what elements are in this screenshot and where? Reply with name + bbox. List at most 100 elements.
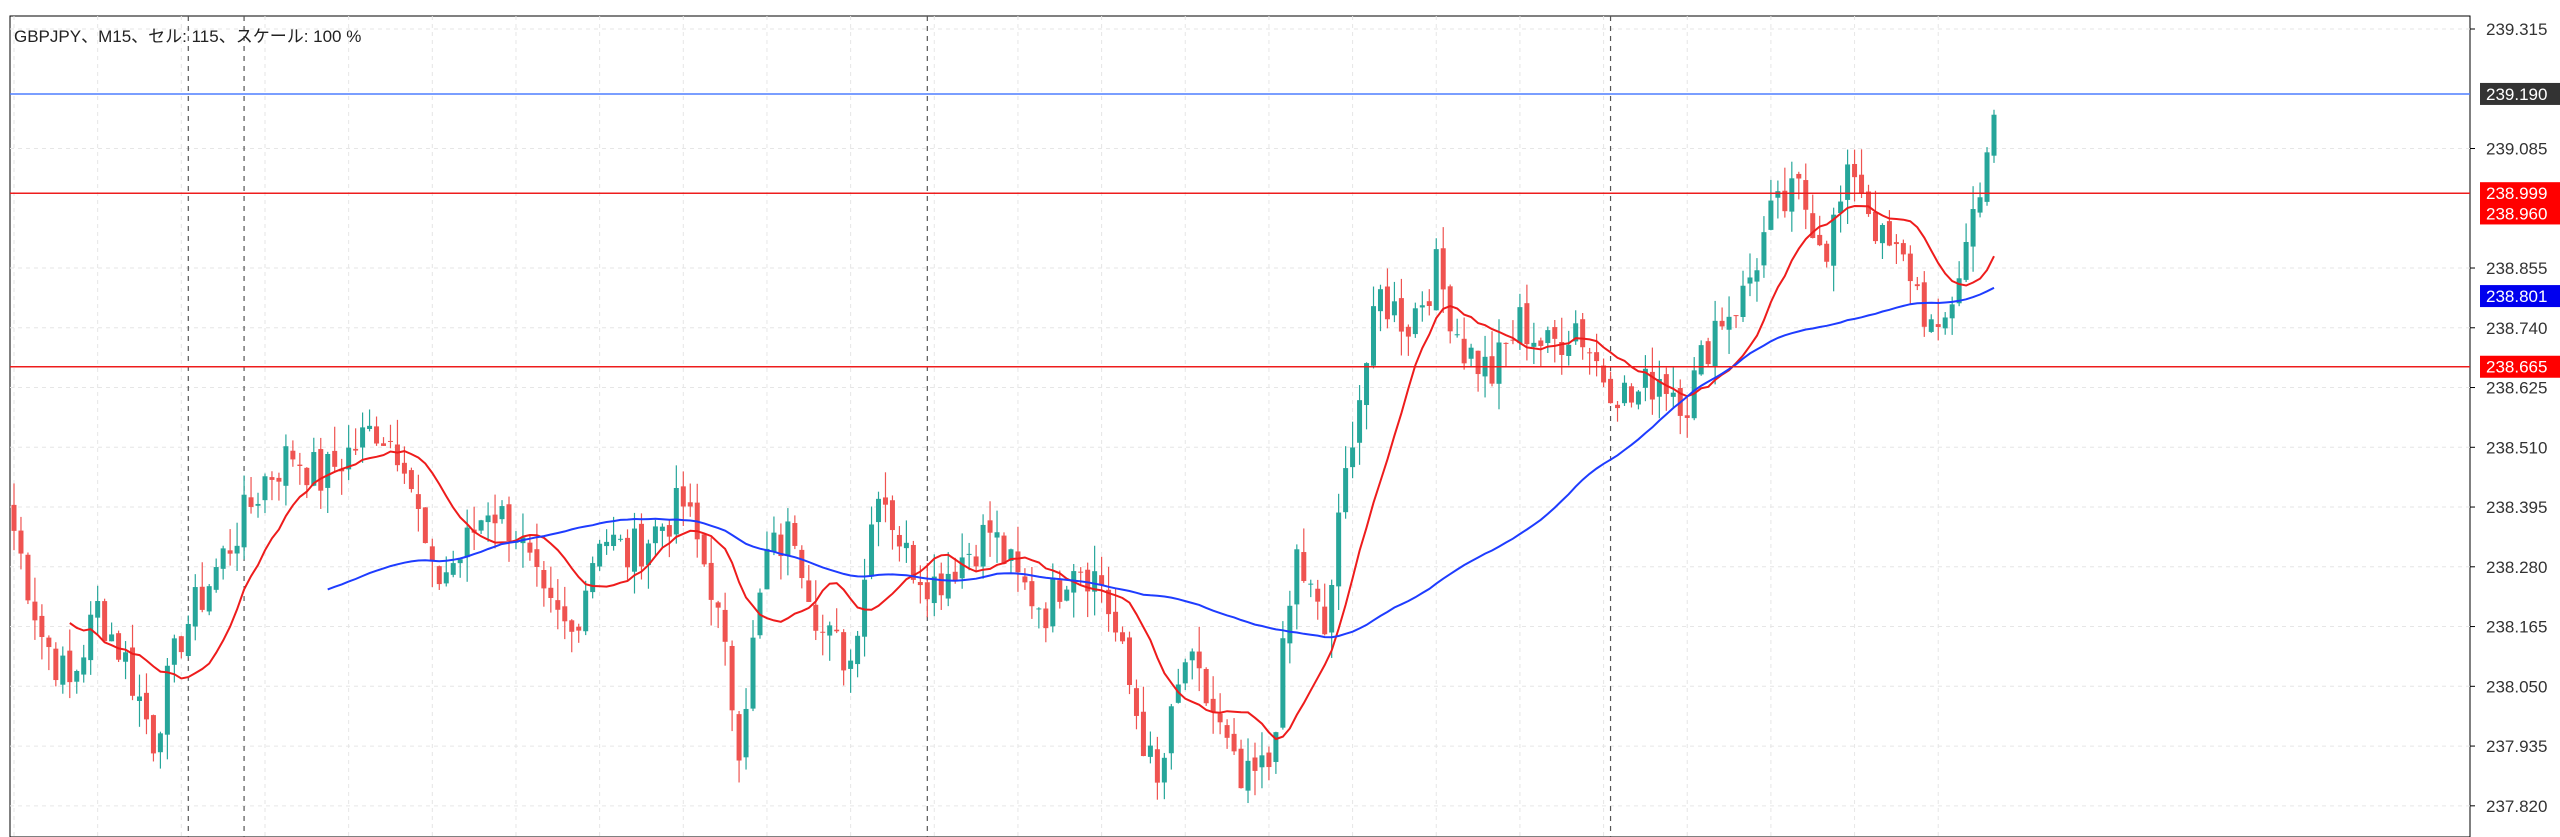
candle-body bbox=[652, 526, 658, 544]
candle-body bbox=[136, 696, 142, 701]
candle-body bbox=[1642, 368, 1648, 388]
candle-body bbox=[527, 542, 533, 553]
candle-body bbox=[1364, 363, 1370, 406]
candle-body bbox=[855, 635, 861, 665]
candle-body bbox=[206, 586, 212, 612]
candle-body bbox=[457, 559, 463, 564]
candle-body bbox=[1412, 308, 1418, 335]
candle-body bbox=[1893, 242, 1899, 245]
candle-body bbox=[959, 557, 965, 579]
candle-body bbox=[1440, 248, 1446, 290]
candle-body bbox=[534, 549, 540, 567]
candle-body bbox=[283, 446, 289, 486]
candle-body bbox=[39, 615, 45, 638]
candle-body bbox=[1984, 152, 1990, 202]
candle-body bbox=[95, 601, 101, 618]
candle-body bbox=[1252, 757, 1258, 771]
candle-body bbox=[611, 534, 617, 547]
price-badge-label: 238.665 bbox=[2486, 358, 2547, 377]
candle-body bbox=[1182, 662, 1188, 684]
candle-body bbox=[945, 573, 951, 599]
candle-body bbox=[450, 563, 456, 575]
candle-body bbox=[1580, 319, 1586, 348]
candle-body bbox=[1942, 317, 1948, 329]
candle-body bbox=[1768, 200, 1774, 230]
candle-body bbox=[1280, 638, 1286, 728]
candle-body bbox=[297, 464, 303, 466]
candle-body bbox=[1322, 606, 1328, 635]
candle-body bbox=[1259, 755, 1265, 768]
candle-body bbox=[1064, 589, 1070, 601]
candle-body bbox=[1872, 211, 1878, 242]
candle-body bbox=[1022, 576, 1028, 583]
candle-body bbox=[74, 670, 80, 682]
price-badge: 239.190 bbox=[2480, 82, 2560, 105]
candle-body bbox=[415, 494, 421, 509]
candle-body bbox=[1866, 191, 1872, 215]
candle-body bbox=[1621, 382, 1627, 404]
candle-body bbox=[576, 626, 582, 631]
candle-body bbox=[1050, 577, 1056, 627]
candle-body bbox=[1371, 306, 1377, 366]
candle-body bbox=[1615, 404, 1621, 409]
candle-body bbox=[1175, 684, 1181, 703]
candle-body bbox=[785, 521, 791, 556]
candle-body bbox=[1454, 334, 1460, 336]
price-badge-bg bbox=[2480, 202, 2560, 225]
candle-body bbox=[806, 580, 812, 602]
candle-body bbox=[422, 507, 428, 544]
chart-info-label: GBPJPY、M15、セル: 115、スケール: 100 % bbox=[14, 27, 362, 46]
candle-body bbox=[1817, 234, 1823, 246]
candle-body bbox=[178, 636, 184, 653]
candle-body bbox=[332, 450, 338, 467]
candle-body bbox=[1217, 713, 1223, 723]
candle-body bbox=[1726, 316, 1732, 330]
candle-body bbox=[53, 648, 59, 681]
axis-tick-label: 238.625 bbox=[2486, 379, 2547, 398]
candle-body bbox=[1161, 757, 1167, 783]
candle-body bbox=[1782, 190, 1788, 212]
candle-body bbox=[590, 563, 596, 593]
candle-body bbox=[1712, 320, 1718, 368]
candle-body bbox=[1301, 552, 1307, 581]
candle-body bbox=[18, 530, 24, 554]
candle-body bbox=[1203, 668, 1209, 704]
candle-body bbox=[820, 631, 826, 633]
candle-body bbox=[1733, 315, 1739, 317]
candle-body bbox=[666, 525, 672, 537]
candle-body bbox=[799, 549, 805, 579]
candle-body bbox=[1238, 748, 1244, 789]
candle-body bbox=[394, 444, 400, 466]
candle-body bbox=[973, 556, 979, 567]
candle-body bbox=[255, 503, 261, 506]
candle-body bbox=[1384, 286, 1390, 320]
candle-body bbox=[1210, 698, 1216, 713]
candle-body bbox=[1343, 468, 1349, 513]
candle-body bbox=[876, 498, 882, 523]
candle-body bbox=[1656, 378, 1662, 397]
price-badge: 238.801 bbox=[2480, 285, 2560, 308]
candle-body bbox=[192, 587, 198, 627]
candle-body bbox=[1085, 569, 1091, 592]
candle-body bbox=[1921, 282, 1927, 327]
candle-body bbox=[130, 647, 136, 696]
candle-body bbox=[931, 576, 937, 604]
candle-body bbox=[157, 733, 163, 753]
candle-body bbox=[708, 562, 714, 600]
candle-body bbox=[1140, 711, 1146, 757]
price-badge-bg bbox=[2480, 82, 2560, 105]
candle-body bbox=[1168, 706, 1174, 754]
candle-body bbox=[248, 497, 254, 507]
candle-body bbox=[227, 550, 233, 554]
candle-body bbox=[1461, 338, 1467, 364]
candle-body bbox=[1245, 760, 1251, 791]
candle-body bbox=[1928, 319, 1934, 332]
candle-body bbox=[1133, 688, 1139, 716]
candle-body bbox=[408, 470, 414, 490]
axis-tick-label: 238.740 bbox=[2486, 319, 2547, 338]
candle-body bbox=[1914, 284, 1920, 287]
candle-body bbox=[381, 443, 387, 446]
candle-body bbox=[262, 476, 268, 501]
